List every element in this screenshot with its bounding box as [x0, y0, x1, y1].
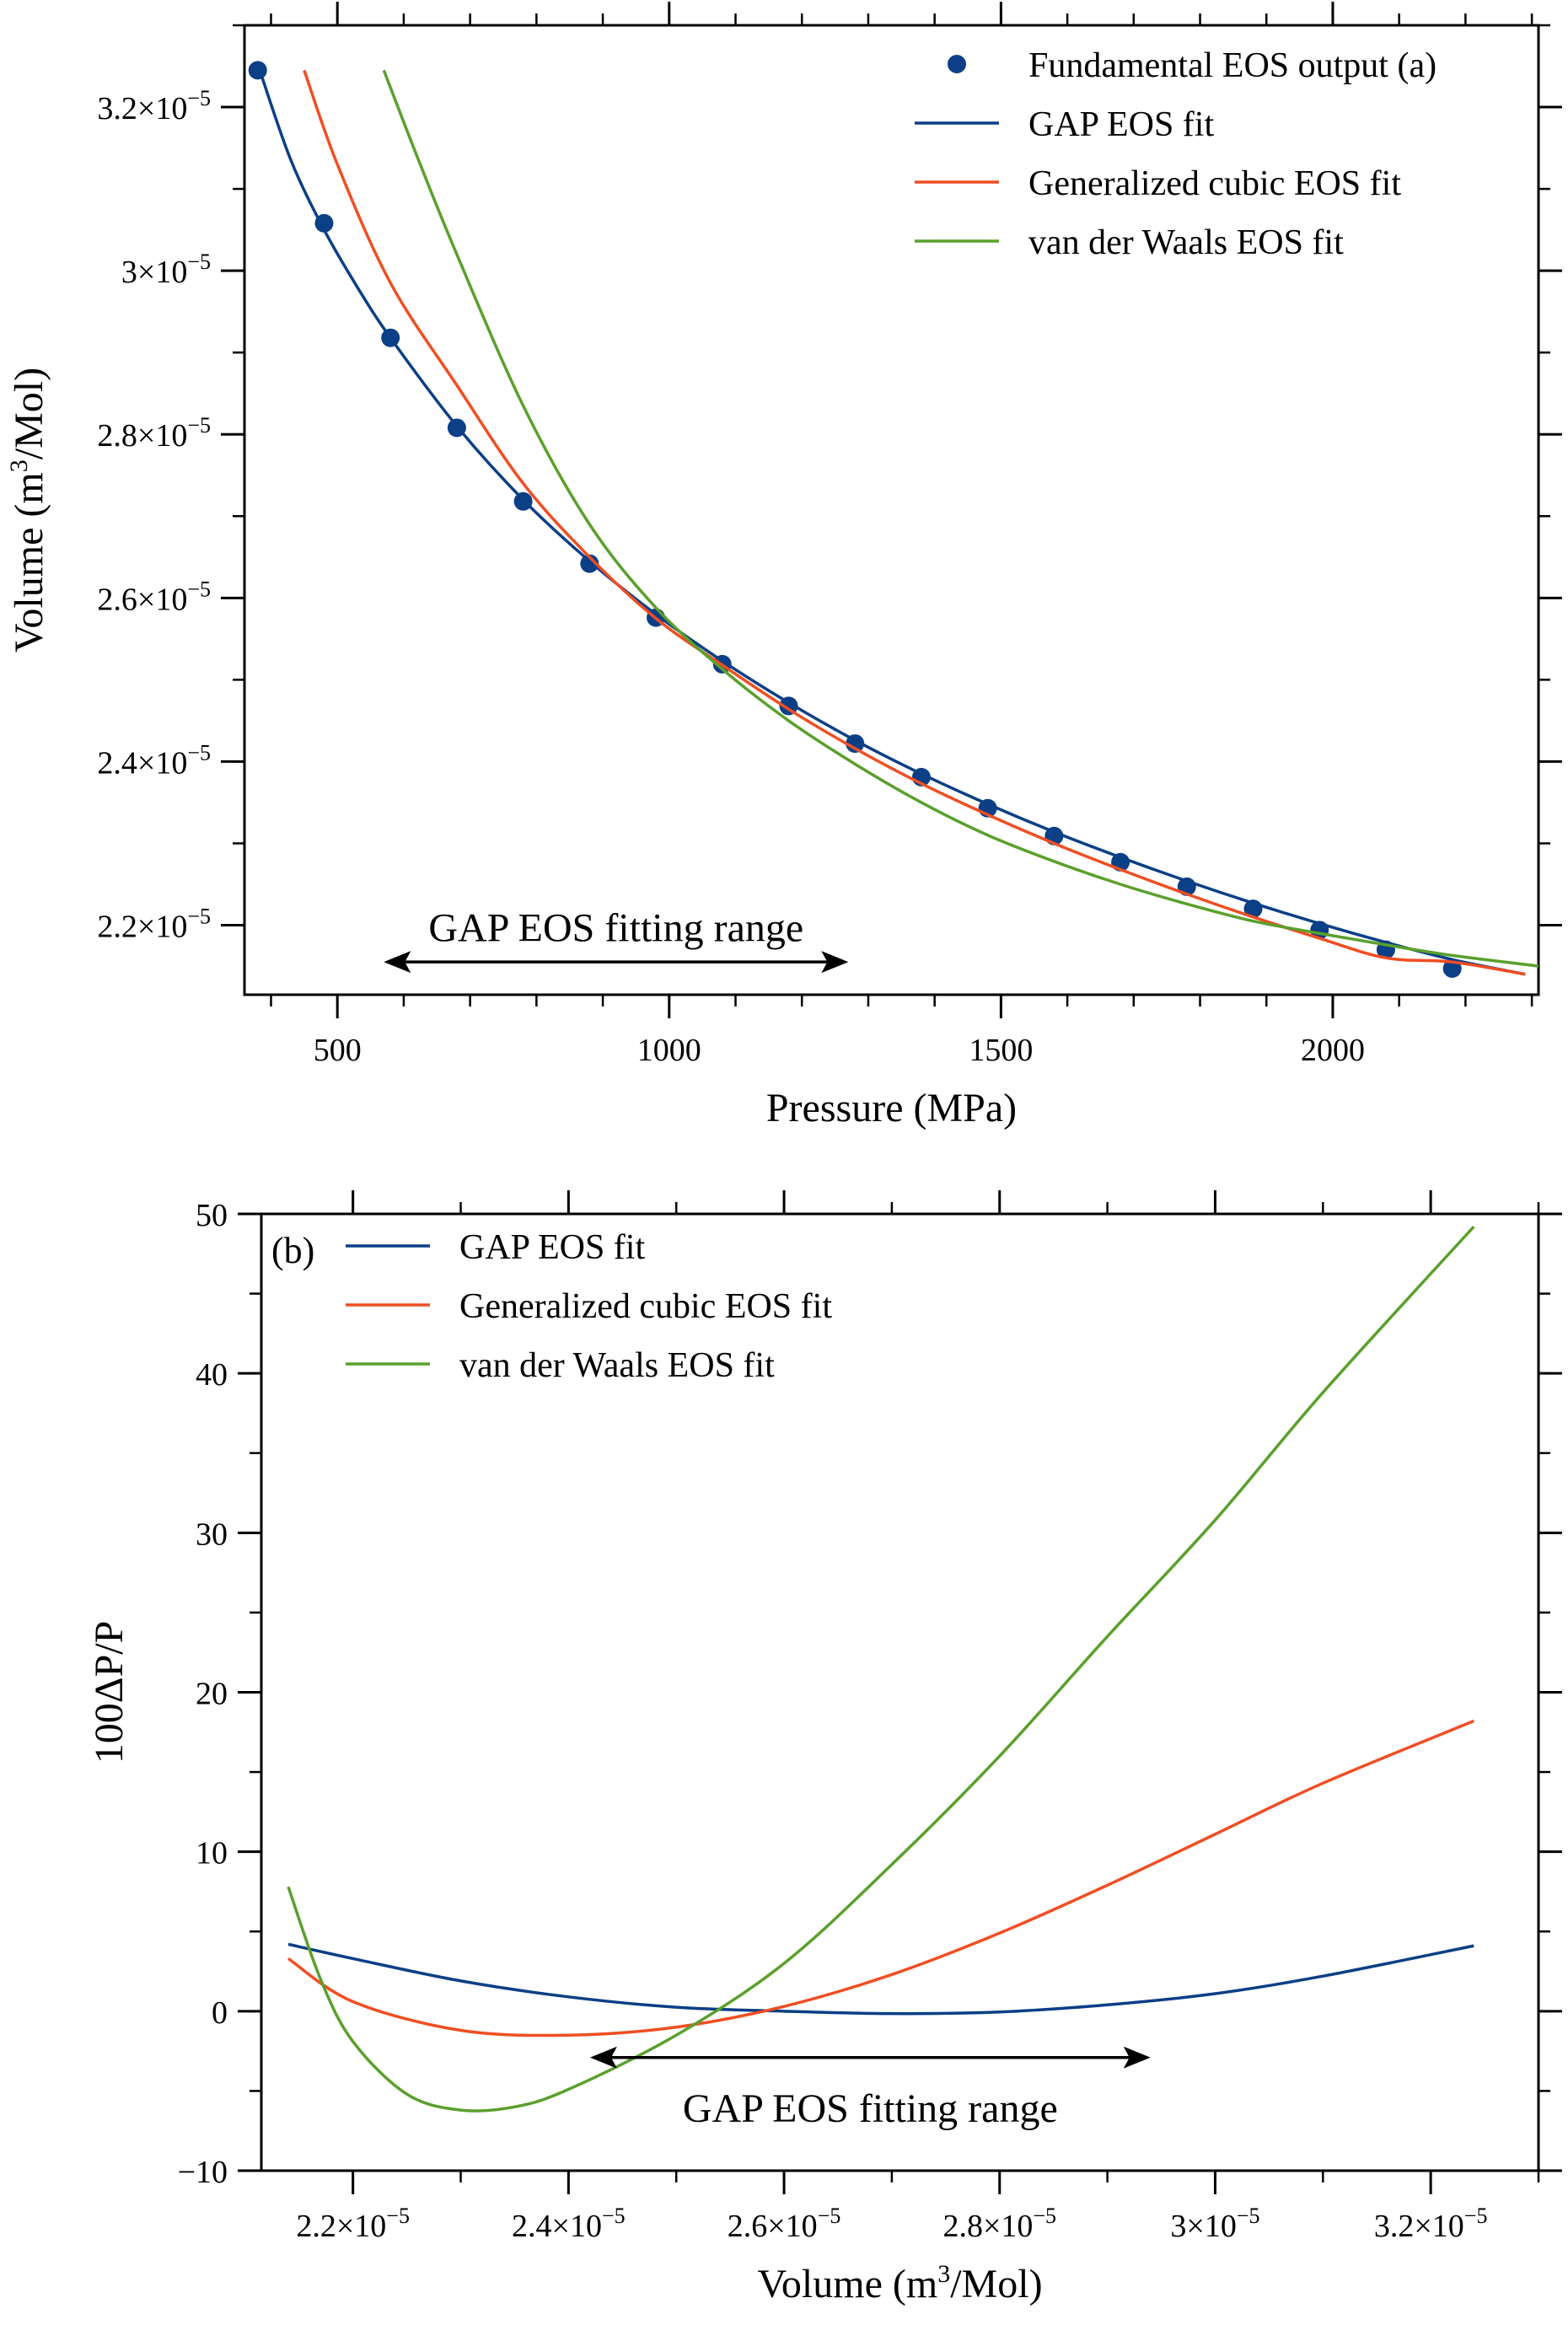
y-tick-mantissa: 2.4 — [97, 745, 137, 781]
x-axis-label-base: Volume (m — [757, 2262, 937, 2306]
y-tick-label: 2.2×10−5 — [97, 905, 211, 945]
plot-area — [248, 61, 1538, 978]
y-tick-times: ×10 — [137, 255, 187, 290]
x-axis-label-rest: /Mol) — [950, 2262, 1042, 2306]
y-tick-times: ×10 — [137, 910, 187, 945]
y-axis-label: 100ΔP/P — [87, 1621, 132, 1764]
x-tick-exponent: −5 — [1237, 2204, 1260, 2228]
legend-marker-fundamental-eos — [948, 55, 966, 73]
x-tick-times: ×10 — [552, 2209, 602, 2244]
legend-entry: van der Waals EOS fit — [1028, 223, 1344, 262]
x-tick-exponent: −5 — [1464, 2204, 1488, 2228]
y-axis-label-rest: /Mol) — [7, 368, 51, 459]
fitting-range-label: GAP EOS fitting range — [428, 905, 803, 950]
x-tick-label: 3.2×10−5 — [1374, 2204, 1488, 2244]
van-der-waals-eos-fit-line — [287, 1225, 1475, 2113]
plot-area — [287, 1225, 1475, 2113]
legend-entry: GAP EOS fit — [1028, 105, 1214, 144]
fitting-range-label: GAP EOS fitting range — [683, 2086, 1058, 2131]
x-tick-mantissa: 3 — [1170, 2209, 1186, 2244]
generalized-cubic-eos-fit-line — [287, 1719, 1474, 2037]
data-point-fundamental-eos — [248, 61, 267, 80]
y-tick-label: 50 — [196, 1198, 228, 1233]
y-tick-label: −10 — [178, 2155, 228, 2190]
legend-entry: Generalized cubic EOS fit — [459, 1287, 832, 1326]
x-tick-exponent: −5 — [1033, 2204, 1056, 2228]
x-axis-label: Pressure (MPa) — [766, 1086, 1017, 1130]
y-tick-label: 40 — [196, 1357, 228, 1393]
y-tick-label: 2.6×10−5 — [97, 577, 211, 617]
y-axis-label-base: Volume (m — [7, 472, 51, 652]
van-der-waals-eos-fit-line — [382, 69, 1538, 968]
y-tick-label: 2.4×10−5 — [97, 740, 211, 781]
legend-entry: GAP EOS fit — [459, 1228, 645, 1267]
y-tick-label: 0 — [212, 1995, 228, 2031]
x-tick-label: 500 — [314, 1033, 362, 1068]
panel-label: (b) — [271, 1230, 314, 1271]
x-axis-label: Volume (m3/Mol) — [757, 2260, 1042, 2306]
y-tick-mantissa: 3.2 — [97, 91, 137, 126]
y-tick-label: 20 — [196, 1677, 228, 1712]
x-tick-mantissa: 2.8 — [942, 2209, 983, 2244]
plot-frame — [260, 1212, 1540, 2172]
legend-entry: Fundamental EOS output (a) — [1028, 46, 1436, 85]
x-tick-mantissa: 2.4 — [512, 2209, 552, 2244]
x-tick-times: ×10 — [336, 2209, 386, 2244]
y-tick-label: 10 — [196, 1836, 228, 1871]
y-tick-exponent: −5 — [187, 413, 211, 438]
y-tick-mantissa: 2.6 — [97, 582, 137, 617]
x-tick-label: 2.6×10−5 — [728, 2204, 841, 2244]
y-tick-mantissa: 2.8 — [97, 418, 137, 454]
y-axis-label-superscript: 3 — [5, 459, 33, 472]
y-tick-times: ×10 — [137, 745, 187, 781]
fitting-range-arrowhead-right — [821, 951, 849, 974]
y-tick-times: ×10 — [137, 91, 187, 126]
fitting-range-arrowhead-left — [589, 2046, 617, 2069]
x-tick-label: 2.4×10−5 — [512, 2204, 626, 2244]
x-tick-times: ×10 — [1414, 2209, 1463, 2244]
y-tick-label: 30 — [196, 1517, 228, 1552]
fitting-range-arrowhead-right — [1123, 2046, 1151, 2069]
x-tick-mantissa: 2.6 — [728, 2209, 768, 2244]
x-tick-label: 3×10−5 — [1170, 2204, 1259, 2244]
y-tick-exponent: −5 — [187, 905, 211, 929]
x-tick-mantissa: 3.2 — [1374, 2209, 1415, 2244]
x-tick-label: 1500 — [969, 1033, 1033, 1068]
x-tick-label: 2.8×10−5 — [942, 2204, 1056, 2244]
x-tick-mantissa: 2.2 — [296, 2209, 336, 2244]
x-tick-times: ×10 — [1186, 2209, 1236, 2244]
panel-b-relative-error: 2.2×10−5 2.4×10−5 2.6×10−5 2.8×10−5 3×10−5 3.… — [87, 1190, 1562, 2306]
x-tick-exponent: −5 — [386, 2204, 410, 2228]
x-tick-exponent: −5 — [818, 2204, 841, 2228]
y-tick-exponent: −5 — [187, 740, 211, 765]
x-tick-times: ×10 — [767, 2209, 817, 2244]
gap-eos-fit-line — [287, 1942, 1474, 2016]
y-tick-times: ×10 — [137, 418, 187, 454]
gap-eos-fit-line — [260, 73, 1526, 976]
x-axis-label-superscript: 3 — [937, 2260, 950, 2288]
y-tick-times: ×10 — [137, 582, 187, 617]
x-tick-label: 2.2×10−5 — [296, 2204, 410, 2244]
y-axis-label: Volume (m3/Mol) — [5, 368, 51, 652]
y-tick-label: 3.2×10−5 — [97, 86, 211, 126]
y-tick-label: 2.8×10−5 — [97, 413, 211, 454]
x-tick-label: 1000 — [637, 1033, 701, 1068]
y-tick-label: 3×10−5 — [121, 250, 211, 290]
y-tick-exponent: −5 — [187, 86, 211, 110]
y-tick-exponent: −5 — [187, 250, 211, 274]
x-tick-times: ×10 — [983, 2209, 1033, 2244]
x-tick-exponent: −5 — [602, 2204, 626, 2228]
panel-a-pressure-volume: 500 1000 1500 20002.2×10−52.4×10−52.6×10−52… — [5, 2, 1562, 1130]
fitting-range-arrowhead-left — [384, 951, 411, 974]
y-tick-mantissa: 3 — [121, 255, 137, 290]
y-tick-exponent: −5 — [187, 577, 211, 601]
x-tick-label: 2000 — [1301, 1033, 1365, 1068]
plot-frame — [243, 24, 1540, 996]
generalized-cubic-eos-fit-line — [303, 69, 1526, 976]
y-tick-mantissa: 2.2 — [97, 910, 137, 945]
legend-entry: van der Waals EOS fit — [459, 1346, 775, 1385]
legend-entry: Generalized cubic EOS fit — [1028, 164, 1401, 203]
